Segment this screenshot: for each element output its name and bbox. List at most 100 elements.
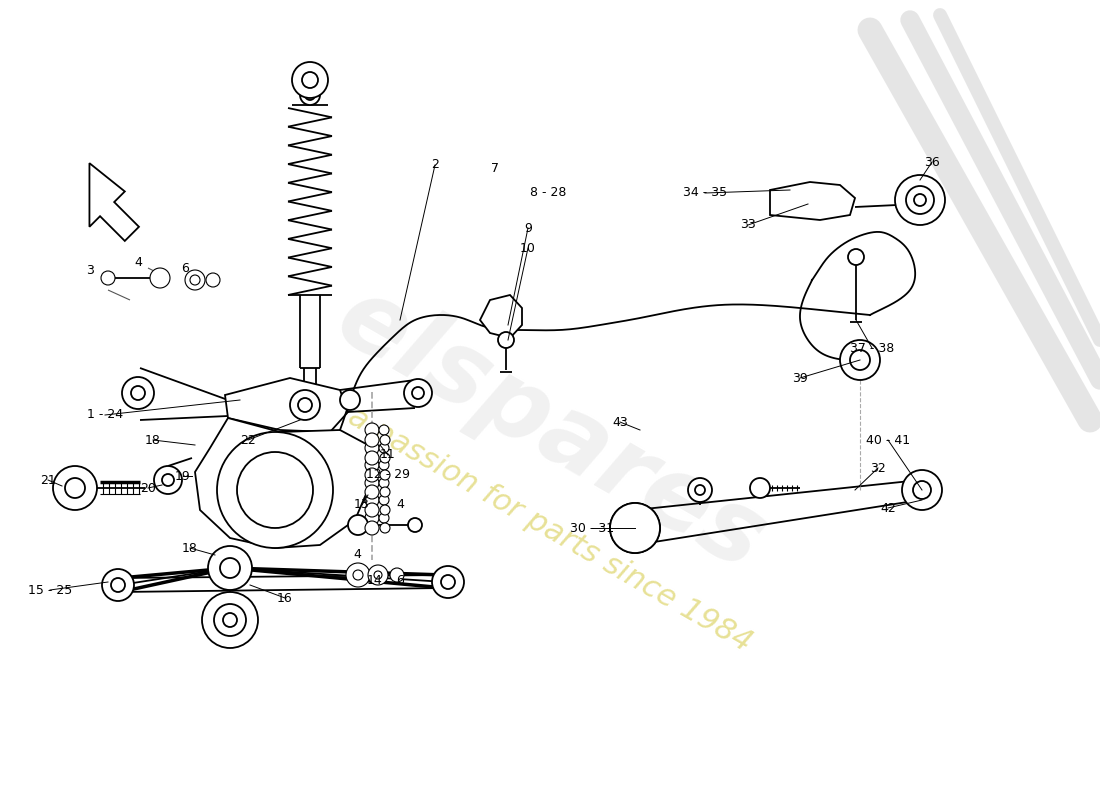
Circle shape	[365, 423, 380, 437]
Polygon shape	[89, 163, 139, 241]
Text: 43: 43	[612, 415, 628, 429]
Circle shape	[290, 390, 320, 420]
Circle shape	[214, 604, 246, 636]
Circle shape	[379, 513, 389, 523]
Circle shape	[610, 503, 660, 553]
Circle shape	[914, 194, 926, 206]
Circle shape	[379, 478, 389, 488]
Circle shape	[498, 332, 514, 348]
Text: 21: 21	[40, 474, 56, 486]
Circle shape	[850, 350, 870, 370]
Text: 39: 39	[792, 371, 807, 385]
Polygon shape	[480, 295, 522, 338]
Text: 9: 9	[524, 222, 532, 234]
Circle shape	[913, 481, 931, 499]
Circle shape	[379, 505, 390, 515]
Text: 6: 6	[396, 574, 404, 586]
Circle shape	[348, 515, 369, 535]
Circle shape	[379, 487, 390, 497]
Circle shape	[688, 478, 712, 502]
Circle shape	[162, 474, 174, 486]
Text: 37 - 38: 37 - 38	[850, 342, 894, 354]
Circle shape	[365, 468, 380, 482]
Circle shape	[65, 478, 85, 498]
Circle shape	[53, 466, 97, 510]
Text: 16: 16	[277, 591, 293, 605]
Circle shape	[365, 441, 380, 455]
Text: 42: 42	[880, 502, 895, 514]
Circle shape	[365, 503, 380, 517]
Text: 14: 14	[367, 574, 383, 586]
Text: 4: 4	[134, 255, 142, 269]
Circle shape	[305, 90, 315, 100]
Circle shape	[623, 516, 647, 540]
Circle shape	[208, 546, 252, 590]
Circle shape	[610, 503, 660, 553]
Text: 11: 11	[381, 449, 396, 462]
Text: 18: 18	[145, 434, 161, 446]
Circle shape	[379, 470, 390, 480]
Circle shape	[412, 387, 424, 399]
Circle shape	[848, 249, 864, 265]
Circle shape	[902, 470, 942, 510]
Text: 36: 36	[924, 155, 939, 169]
Circle shape	[365, 485, 380, 499]
Circle shape	[185, 270, 205, 290]
Circle shape	[202, 592, 258, 648]
Circle shape	[906, 186, 934, 214]
Circle shape	[379, 523, 390, 533]
Text: 7: 7	[491, 162, 499, 174]
Circle shape	[340, 390, 360, 410]
Circle shape	[353, 570, 363, 580]
Text: 4: 4	[396, 498, 404, 511]
Circle shape	[302, 72, 318, 88]
Circle shape	[379, 435, 390, 445]
Text: 15 - 25: 15 - 25	[28, 583, 73, 597]
Text: 22: 22	[240, 434, 256, 446]
Text: 40 - 41: 40 - 41	[866, 434, 910, 446]
Text: 1 - 24: 1 - 24	[87, 409, 123, 422]
Text: 10: 10	[520, 242, 536, 254]
Text: 32: 32	[870, 462, 886, 474]
Polygon shape	[195, 418, 372, 548]
Text: 8 - 28: 8 - 28	[530, 186, 566, 199]
Circle shape	[390, 568, 404, 582]
Circle shape	[750, 478, 770, 498]
Text: 19: 19	[175, 470, 191, 482]
Text: a passion for parts since 1984: a passion for parts since 1984	[343, 402, 757, 658]
Circle shape	[220, 558, 240, 578]
Circle shape	[365, 458, 380, 472]
Circle shape	[206, 273, 220, 287]
Text: 3: 3	[86, 263, 94, 277]
Circle shape	[217, 432, 333, 548]
Circle shape	[292, 62, 328, 98]
Circle shape	[379, 460, 389, 470]
Polygon shape	[226, 378, 348, 432]
Circle shape	[150, 268, 170, 288]
Text: elspares: elspares	[319, 269, 781, 591]
Circle shape	[154, 466, 182, 494]
Circle shape	[131, 386, 145, 400]
Circle shape	[404, 379, 432, 407]
Circle shape	[346, 563, 370, 587]
Circle shape	[840, 340, 880, 380]
Circle shape	[432, 566, 464, 598]
Circle shape	[102, 569, 134, 601]
Circle shape	[379, 443, 389, 453]
Circle shape	[111, 578, 125, 592]
Circle shape	[236, 452, 314, 528]
Circle shape	[365, 433, 380, 447]
Circle shape	[365, 476, 380, 490]
Text: 12 - 29: 12 - 29	[366, 469, 410, 482]
Circle shape	[122, 377, 154, 409]
Circle shape	[298, 398, 312, 412]
Text: 33: 33	[740, 218, 756, 231]
Polygon shape	[770, 182, 855, 220]
Circle shape	[101, 271, 116, 285]
Text: 34 - 35: 34 - 35	[683, 186, 727, 199]
Circle shape	[365, 521, 380, 535]
Circle shape	[379, 425, 389, 435]
Circle shape	[374, 571, 382, 579]
Circle shape	[368, 565, 388, 585]
Circle shape	[695, 485, 705, 495]
